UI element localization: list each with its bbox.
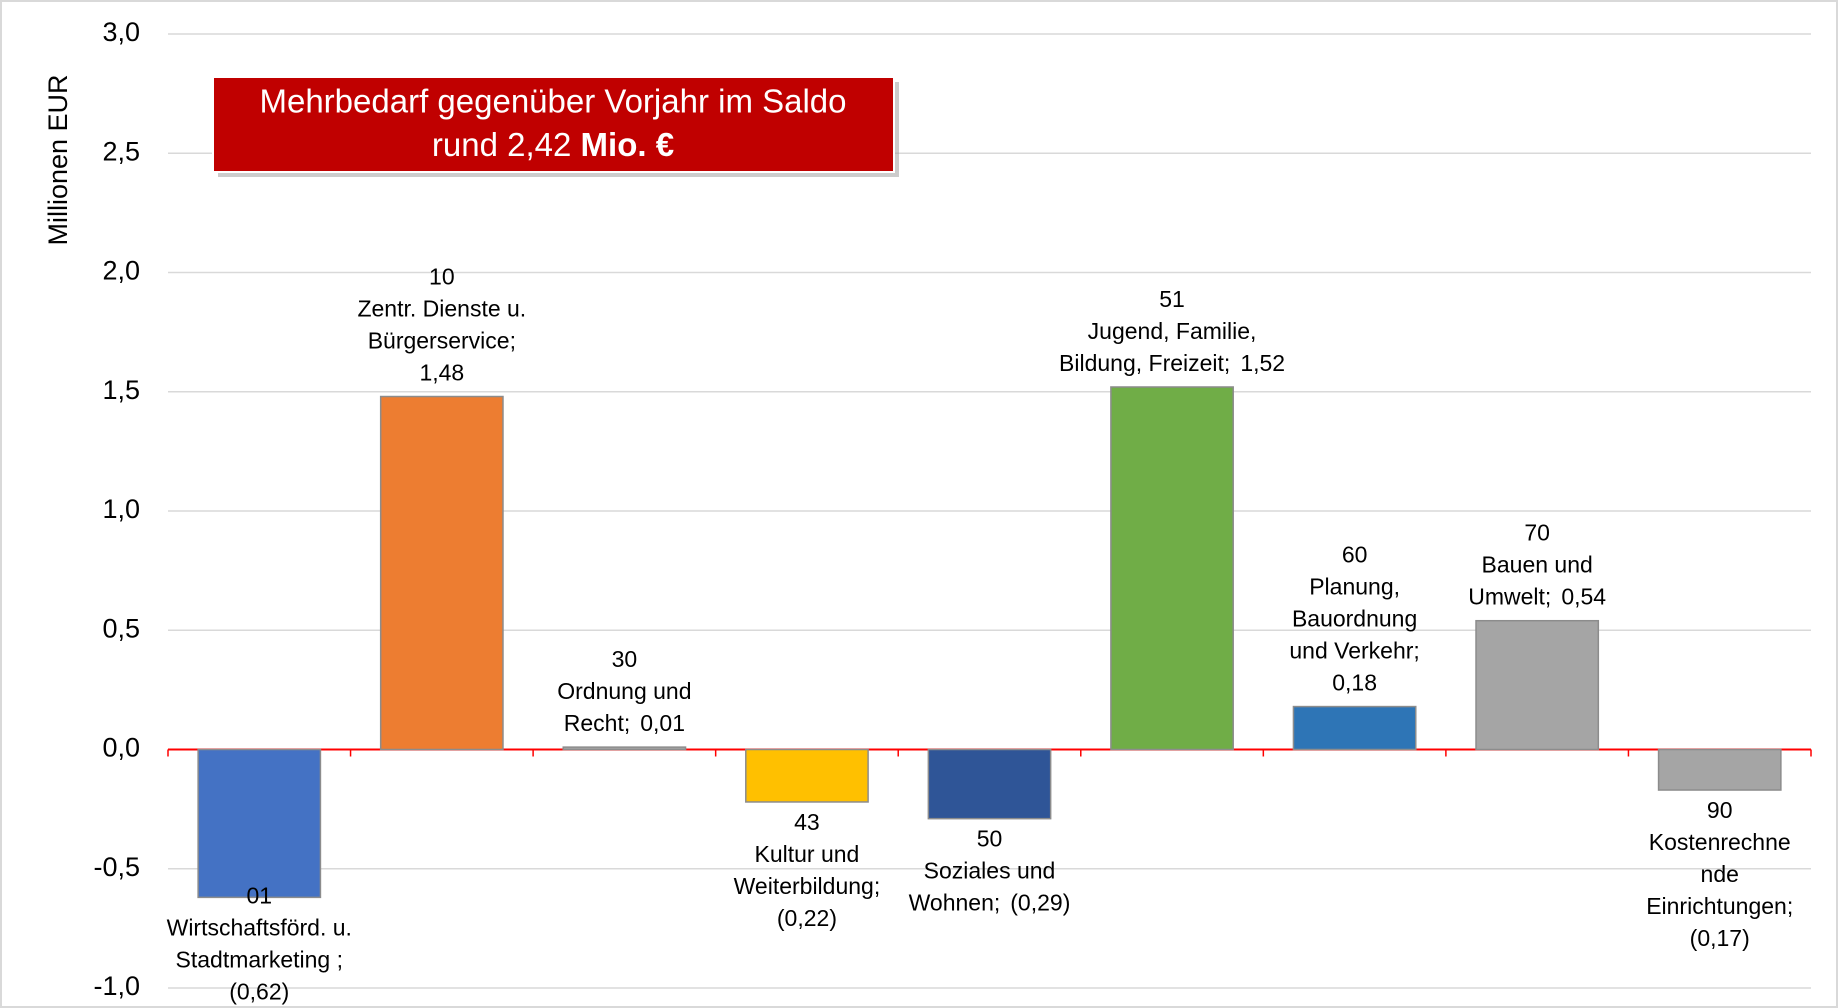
data-label-line: und Verkehr; <box>1289 638 1419 664</box>
value-label: 0,01 <box>640 710 685 736</box>
data-label: 90 Kostenrechne nde Einrichtungen; (0,17) <box>1646 797 1793 951</box>
bar <box>927 748 1052 820</box>
data-label-line: 01 <box>246 882 272 908</box>
y-tick-label: 1,5 <box>102 375 140 405</box>
data-label-line: Umwelt; <box>1468 584 1551 610</box>
data-label: 50 Soziales und Wohnen; (0,29) <box>909 826 1071 916</box>
data-label-line: Bürgerservice; <box>368 328 516 354</box>
y-tick-label: 2,5 <box>102 136 140 166</box>
y-tick-label: -1,0 <box>93 971 140 1001</box>
annotation-box <box>212 76 895 173</box>
data-label-line: 30 <box>612 646 638 672</box>
value-label: 1,52 <box>1240 350 1285 376</box>
data-label-line: nde <box>1701 861 1739 887</box>
data-label-line: Kostenrechne <box>1649 829 1791 855</box>
data-label-line: 10 <box>429 264 455 290</box>
data-label-line: Ordnung und <box>557 678 691 704</box>
value-label: (0,29) <box>1010 890 1070 916</box>
value-label: 0,54 <box>1561 584 1606 610</box>
data-label-line: Planung, <box>1309 574 1400 600</box>
data-label-line: Bauordnung <box>1292 606 1417 632</box>
annotation-text: rund 2,42 <box>432 126 571 163</box>
data-label: 43 Kultur und Weiterbildung; (0,22) <box>734 809 881 931</box>
data-label-line: Kultur und <box>755 841 860 867</box>
value-label: 1,48 <box>419 360 464 386</box>
annotation-text: rund 2,42 Mio. € <box>432 126 674 163</box>
value-label: (0,17) <box>1690 925 1750 951</box>
y-tick-label: 1,0 <box>102 494 140 524</box>
data-label-line: Recht; <box>564 710 630 736</box>
bar <box>379 395 504 751</box>
data-label-line: 51 <box>1159 286 1185 312</box>
data-label-line: Wohnen; <box>909 890 1001 916</box>
value-label: (0,22) <box>777 905 837 931</box>
data-label-line: 43 <box>794 809 820 835</box>
data-label: 30 Ordnung und Recht; 0,01 <box>557 646 691 736</box>
value-label: 0,18 <box>1332 670 1377 696</box>
data-label-line: Weiterbildung; <box>734 873 881 899</box>
annotation-bold: Mio. € <box>581 126 675 163</box>
value-label: (0,62) <box>229 978 289 1004</box>
bar <box>562 746 687 751</box>
data-label: 60 Planung, Bauordnung und Verkehr; 0,18 <box>1289 542 1419 696</box>
data-label-line: Soziales und <box>924 858 1056 884</box>
data-label-line: Bildung, Freizeit; <box>1059 350 1230 376</box>
data-label: 51 Jugend, Familie, Bildung, Freizeit; 1,52 <box>1059 286 1285 376</box>
data-label-line: Einrichtungen; <box>1646 893 1793 919</box>
data-label-line: Stadtmarketing ; <box>176 946 343 972</box>
data-label-line: 70 <box>1524 520 1550 546</box>
data-label-line: Bauen und <box>1482 552 1593 578</box>
y-tick-label: 2,0 <box>102 256 140 286</box>
bar <box>1292 705 1417 751</box>
data-label-line: Wirtschaftsförd. u. <box>167 914 352 940</box>
y-tick-label: 0,5 <box>102 613 140 643</box>
data-label-line: Zentr. Dienste u. <box>357 296 526 322</box>
y-axis-label: Millionen EUR <box>43 74 73 245</box>
annotation-text: Mehrbedarf gegenüber Vorjahr im Saldo <box>259 83 846 120</box>
y-tick-label: -0,5 <box>93 852 140 882</box>
data-label-line: 90 <box>1707 797 1733 823</box>
bar <box>745 748 869 803</box>
bar <box>1657 748 1782 791</box>
data-label: 10 Zentr. Dienste u. Bürgerservice; 1,48 <box>357 264 526 386</box>
bar <box>1110 386 1234 751</box>
data-label: 70 Bauen und Umwelt; 0,54 <box>1468 520 1606 610</box>
bar <box>197 748 322 899</box>
data-label-line: 60 <box>1342 542 1368 568</box>
data-label-line: 50 <box>977 826 1003 852</box>
bar <box>1475 619 1600 751</box>
y-tick-label: 3,0 <box>102 17 140 47</box>
data-label: 01 Wirtschaftsförd. u. Stadtmarketing ; (0,… <box>167 882 352 1004</box>
y-tick-label: 0,0 <box>102 733 140 763</box>
data-label-line: Jugend, Familie, <box>1088 318 1257 344</box>
